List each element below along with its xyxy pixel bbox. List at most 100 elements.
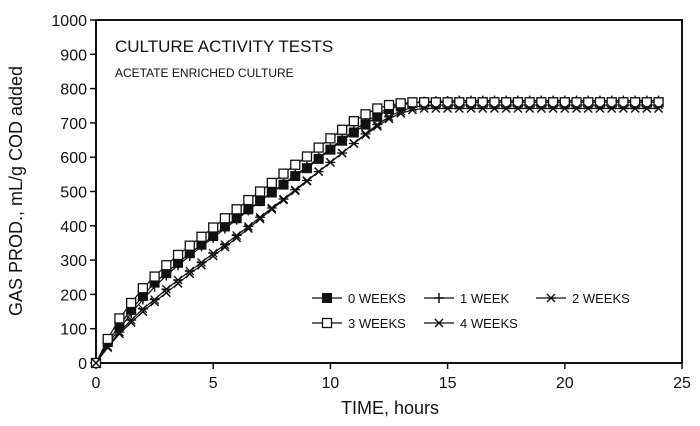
data-point: [478, 103, 488, 114]
data-point: [407, 105, 417, 115]
data-point: [196, 231, 207, 242]
y-tick-label: 300: [60, 253, 87, 270]
data-point: [301, 161, 312, 172]
data-point: [431, 103, 441, 114]
data-point: [559, 97, 570, 108]
x-tick-label: 5: [209, 375, 218, 392]
data-point: [161, 260, 172, 271]
data-point: [254, 186, 266, 197]
legend-label: 3 WEEKS: [348, 316, 406, 331]
data-point: [266, 187, 277, 198]
x-tick-label: 15: [439, 375, 457, 392]
y-tick-label: 900: [60, 47, 87, 64]
data-point: [477, 97, 488, 108]
legend-marker: [322, 293, 332, 303]
data-point: [267, 204, 277, 214]
data-point: [219, 223, 230, 234]
data-point: [372, 103, 383, 114]
data-point: [266, 203, 277, 213]
data-point: [361, 130, 371, 140]
y-axis: 0 100 200 300 400 500 600 700 800 900 1000: [51, 13, 96, 373]
data-point: [571, 103, 582, 114]
series-4-weeks: [91, 103, 664, 368]
data-point: [313, 142, 324, 153]
data-point: [466, 103, 476, 114]
legend: 0 WEEKS 1 WEEK 2 WEEKS 3 WEEKS 4 WEEKS: [312, 291, 630, 331]
x-tick-label: 0: [92, 375, 101, 392]
data-point: [114, 327, 125, 337]
legend-item: 4 WEEKS: [424, 316, 518, 331]
y-tick-label: 1000: [51, 13, 87, 30]
y-tick-label: 400: [60, 219, 87, 236]
data-point: [607, 103, 617, 114]
x-tick-label: 20: [556, 375, 574, 392]
y-tick-label: 500: [60, 185, 87, 202]
data-point: [196, 260, 207, 270]
data-point: [150, 297, 160, 307]
data-point: [185, 269, 195, 279]
data-point: [266, 177, 277, 189]
data-point: [571, 97, 582, 108]
data-point: [430, 97, 442, 108]
data-point: [419, 103, 429, 114]
data-point: [642, 103, 652, 114]
data-point: [208, 232, 219, 243]
x-axis-label: TIME, hours: [341, 398, 439, 418]
data-point: [161, 288, 171, 298]
data-point: [149, 271, 160, 282]
data-point: [103, 343, 113, 353]
data-point: [536, 103, 546, 114]
data-point: [630, 103, 640, 114]
data-point: [465, 97, 477, 108]
data-point: [278, 178, 289, 189]
data-point: [512, 97, 524, 108]
data-point: [501, 97, 512, 108]
data-point: [208, 251, 218, 261]
data-point: [290, 170, 301, 181]
data-point: [278, 168, 289, 179]
data-point: [337, 134, 348, 145]
data-point: [618, 103, 628, 114]
data-point: [583, 103, 593, 114]
data-point: [255, 196, 266, 207]
legend-label: 0 WEEKS: [348, 291, 406, 306]
data-point: [583, 97, 594, 108]
data-point: [443, 103, 453, 114]
x-tick-label: 10: [322, 375, 340, 392]
data-point: [126, 317, 136, 328]
data-point: [525, 103, 535, 114]
data-point: [560, 103, 570, 114]
y-tick-label: 100: [60, 322, 87, 339]
data-point: [606, 97, 617, 108]
data-point: [126, 308, 137, 319]
data-point: [219, 213, 231, 224]
data-point: [184, 240, 195, 251]
data-point: [629, 97, 641, 108]
data-point: [384, 114, 394, 124]
data-point: [442, 97, 453, 108]
data-point: [536, 97, 547, 108]
data-point: [278, 195, 289, 205]
data-point: [524, 97, 535, 108]
data-point: [336, 124, 348, 135]
data-point: [220, 242, 230, 252]
data-point: [208, 222, 219, 233]
legend-marker: [434, 318, 444, 328]
data-point: [313, 152, 324, 163]
data-point: [489, 97, 500, 108]
y-tick-label: 600: [60, 150, 87, 167]
data-point: [232, 233, 242, 243]
data-point: [547, 97, 559, 108]
data-point: [325, 143, 336, 154]
data-point: [161, 270, 172, 281]
x-axis: 0 5 10 15 20 25: [92, 363, 691, 392]
data-point: [653, 97, 664, 108]
data-point: [173, 260, 184, 271]
data-point: [138, 307, 148, 317]
data-point: [149, 281, 160, 292]
data-point: [337, 148, 347, 158]
data-point: [348, 125, 359, 136]
legend-marker: [434, 293, 444, 303]
y-tick-label: 200: [60, 287, 87, 304]
